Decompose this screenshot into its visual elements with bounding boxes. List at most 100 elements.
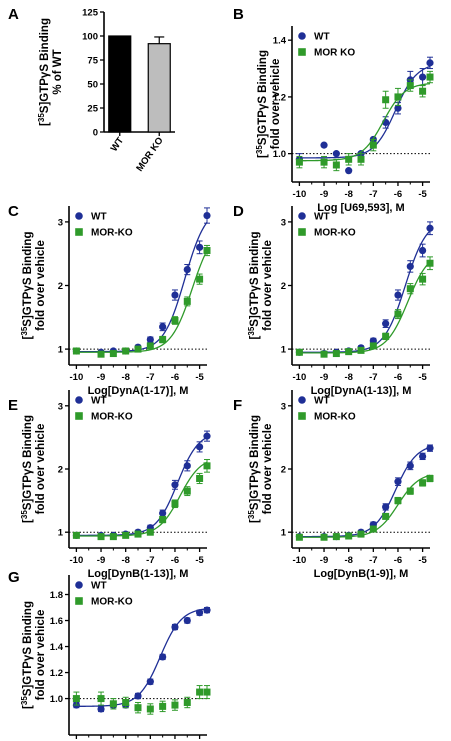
data-point	[419, 246, 427, 255]
panel-e: E 1 2 3 -10 -9 -8 -7 -6 -5 Log[DynB(1-13)], M [35S]…	[8, 390, 211, 580]
legend-marker-mor-ko	[298, 48, 306, 56]
series-mor-ko	[72, 459, 211, 541]
data-point	[183, 487, 191, 495]
x-tick-label: -6	[394, 189, 402, 200]
y-tick-label: 25	[87, 104, 98, 115]
data-point	[357, 155, 365, 163]
data-point	[134, 692, 142, 700]
legend-label: MOR-KO	[314, 412, 356, 423]
legend-marker-mor-ko	[75, 597, 83, 605]
panel-letter-f: F	[233, 397, 242, 414]
legend-label: MOR-KO	[314, 228, 356, 239]
panel-letter-g: G	[8, 569, 20, 586]
x-tick-label: -10	[293, 189, 307, 200]
data-point	[394, 497, 402, 505]
data-point	[406, 82, 414, 90]
data-point	[419, 275, 427, 283]
data-point	[171, 291, 179, 299]
x-tick-label: -5	[418, 372, 427, 383]
data-point	[426, 59, 434, 67]
data-point	[171, 500, 179, 508]
y-axis-label-line1: [35S]GTPγS Binding	[20, 601, 34, 709]
data-point	[146, 528, 154, 536]
data-point	[419, 73, 427, 81]
data-point	[97, 695, 105, 703]
data-point	[146, 678, 154, 686]
y-tick-label: 1.4	[273, 36, 287, 47]
data-point	[109, 350, 117, 358]
y-axis-label: [35S]GTPγS Binding fold over vehicle	[20, 601, 47, 709]
data-point	[426, 224, 434, 232]
fit-curve	[76, 221, 208, 353]
x-tick-label: -9	[320, 189, 328, 200]
data-point	[382, 320, 390, 328]
legend-marker-wt	[298, 212, 306, 220]
y-axis-label: [35S]GTPγS Binding% of WT	[37, 18, 64, 126]
data-point	[357, 530, 365, 538]
data-point	[134, 704, 142, 712]
y-tick-label: 1.4	[50, 642, 64, 653]
data-point	[369, 141, 377, 149]
data-point	[159, 336, 167, 344]
y-tick-label: 1	[281, 528, 287, 539]
x-axis-label: Log[DynA(1-13)], M	[311, 385, 412, 397]
legend-label: WT	[91, 212, 107, 223]
x-tick-label: -7	[146, 372, 154, 383]
data-point	[419, 452, 427, 460]
bar-mor-ko	[147, 43, 171, 133]
data-point	[320, 141, 328, 149]
series-wt	[72, 430, 211, 539]
x-tick-label: -9	[97, 555, 105, 566]
data-point	[134, 530, 142, 538]
data-point	[122, 698, 130, 706]
legend-label: WT	[314, 396, 330, 407]
y-tick-label: 1	[281, 345, 287, 356]
data-point	[382, 96, 390, 104]
data-point	[122, 531, 130, 539]
x-axis-label: Log[DynB(1-9)], M	[314, 568, 409, 580]
series-mor-ko	[72, 244, 211, 358]
y-tick-label: 3	[58, 217, 63, 228]
y-axis-label: [35S]GTPγS Binding fold over vehicle	[247, 232, 274, 340]
legend-marker-mor-ko	[75, 412, 83, 420]
legend-label: MOR-KO	[91, 412, 133, 423]
data-point	[426, 474, 434, 482]
fit-curve	[299, 83, 431, 162]
data-point	[97, 350, 105, 358]
data-point	[320, 533, 328, 541]
legend: WT MOR KO	[298, 32, 355, 59]
y-axis-label-line2: fold over vehicle	[35, 610, 47, 701]
y-tick-label: 2	[281, 465, 286, 476]
panel-letter-c: C	[8, 203, 19, 220]
data-point	[394, 104, 402, 112]
data-point	[369, 525, 377, 533]
y-axis-label-line1: [35S]GTPγS Binding	[255, 50, 269, 158]
series-mor-ko	[295, 474, 434, 541]
y-tick-label: 50	[87, 80, 98, 91]
y-axis-label-line1: [35S]GTPγS Binding	[20, 232, 34, 340]
y-tick-label: 125	[82, 8, 99, 19]
data-point	[196, 688, 204, 696]
data-point	[196, 474, 204, 482]
legend-label: MOR-KO	[91, 228, 133, 239]
legend-marker-mor-ko	[298, 412, 306, 420]
data-point	[203, 247, 211, 255]
data-point	[146, 342, 154, 350]
data-point	[183, 698, 191, 706]
data-point	[196, 275, 204, 283]
y-tick-label: 2	[58, 465, 63, 476]
legend-marker-wt	[75, 396, 83, 404]
y-tick-label: 1.2	[50, 668, 63, 679]
panel-letter-d: D	[233, 203, 244, 220]
x-tick-label: -10	[293, 372, 307, 383]
data-point	[406, 262, 414, 271]
legend-label: WT	[91, 396, 107, 407]
data-point	[320, 158, 328, 166]
data-point	[419, 479, 427, 487]
x-axis-label: Log[DynB(1-13)], M	[88, 568, 189, 580]
data-point	[171, 701, 179, 709]
data-point	[394, 93, 402, 101]
data-point	[171, 481, 179, 489]
y-tick-label: 1.8	[50, 590, 63, 601]
